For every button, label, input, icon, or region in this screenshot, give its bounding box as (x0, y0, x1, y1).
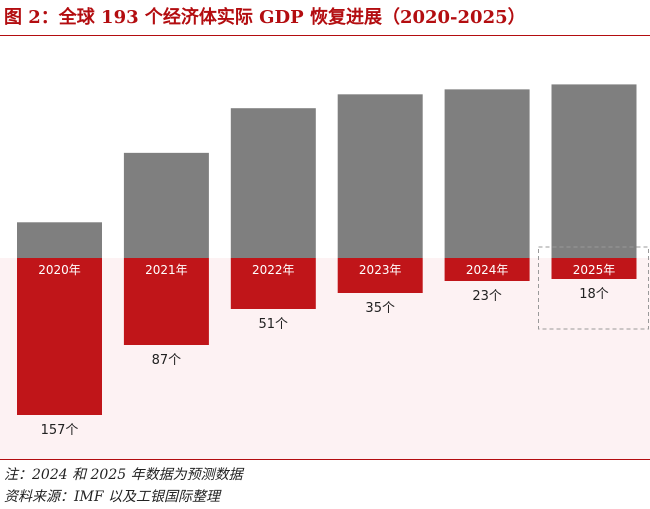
bar-recovered-3 (337, 94, 423, 258)
category-label-3: 2023年 (359, 263, 402, 277)
value-label-0: 157个 (41, 423, 79, 438)
chart-title: 图 2：全球 193 个经济体实际 GDP 恢复进展（2020-2025） (4, 7, 526, 28)
bar-below-precrisis-2 (230, 258, 316, 309)
category-label-1: 2021年 (145, 263, 188, 277)
value-label-4: 23个 (472, 289, 502, 304)
value-label-3: 35个 (365, 301, 395, 316)
bar-recovered-1 (123, 152, 209, 258)
footnote: 注：2024 和 2025 年数据为预测数据 (4, 467, 243, 483)
bar-below-precrisis-4 (444, 258, 530, 281)
value-label-1: 87个 (152, 353, 182, 368)
bar-recovered-0 (17, 222, 102, 258)
bar-recovered-2 (230, 108, 316, 258)
bottom-rule (0, 459, 650, 460)
bar-below-precrisis-5 (551, 258, 637, 279)
value-label-5: 18个 (579, 287, 609, 302)
value-label-2: 51个 (259, 317, 289, 332)
category-label-0: 2020年 (38, 263, 81, 277)
bar-recovered-5 (551, 84, 637, 259)
source-note: 资料来源：IMF 以及工银国际整理 (4, 489, 221, 505)
category-label-4: 2024年 (466, 263, 509, 277)
bar-below-precrisis-3 (337, 258, 423, 293)
bar-recovered-4 (444, 89, 530, 258)
title-rule (0, 35, 650, 36)
bar-below-precrisis-0 (17, 258, 102, 415)
forecast-highlight-box (538, 246, 649, 330)
lower-region-background (0, 258, 650, 459)
category-label-5: 2025年 (573, 263, 616, 277)
category-label-2: 2022年 (252, 263, 295, 277)
bar-chart: 2020年 157个 2021年 87个 2022年 51个 2023年 35个 2024年 23… (0, 84, 650, 459)
bar-below-precrisis-1 (123, 258, 209, 345)
